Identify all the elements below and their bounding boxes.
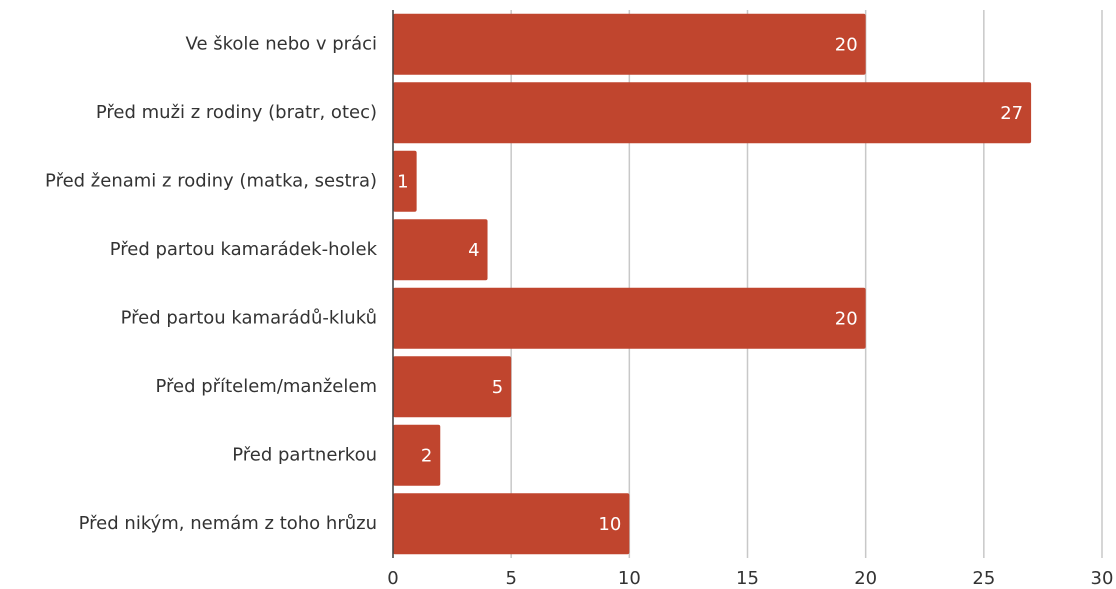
y-tick-label: Před ženami z rodiny (matka, sestra) xyxy=(45,170,377,191)
x-tick-label: 20 xyxy=(854,568,877,589)
x-tick-label: 5 xyxy=(505,568,516,589)
x-tick-label: 25 xyxy=(972,568,995,589)
value-label: 1 xyxy=(397,171,408,192)
x-tick-label: 30 xyxy=(1091,568,1114,589)
bar xyxy=(393,493,630,555)
bar xyxy=(393,82,1032,144)
value-label: 5 xyxy=(492,377,503,398)
value-label: 20 xyxy=(835,308,858,329)
y-tick-label: Před partou kamarádů-kluků xyxy=(121,307,377,328)
y-tick-label: Před partnerkou xyxy=(232,444,377,465)
x-tick-label: 0 xyxy=(387,568,398,589)
bar xyxy=(393,219,488,281)
bar xyxy=(393,150,417,212)
value-label: 10 xyxy=(598,514,621,535)
bar xyxy=(393,13,866,75)
y-tick-label: Ve škole nebo v práci xyxy=(186,33,377,54)
value-label: 2 xyxy=(421,445,432,466)
y-tick-label: Před partou kamarádek-holek xyxy=(110,239,378,260)
x-tick-label: 15 xyxy=(736,568,759,589)
y-tick-label: Před přítelem/manželem xyxy=(155,376,377,397)
bar xyxy=(393,287,866,349)
bar xyxy=(393,356,512,418)
x-tick-label: 10 xyxy=(618,568,641,589)
value-label: 27 xyxy=(1000,103,1023,124)
value-label: 20 xyxy=(835,34,858,55)
bar xyxy=(393,424,441,486)
y-tick-label: Před nikým, nemám z toho hrůzu xyxy=(79,513,377,534)
y-tick-label: Před muži z rodiny (bratr, otec) xyxy=(96,102,377,123)
value-label: 4 xyxy=(468,240,479,261)
